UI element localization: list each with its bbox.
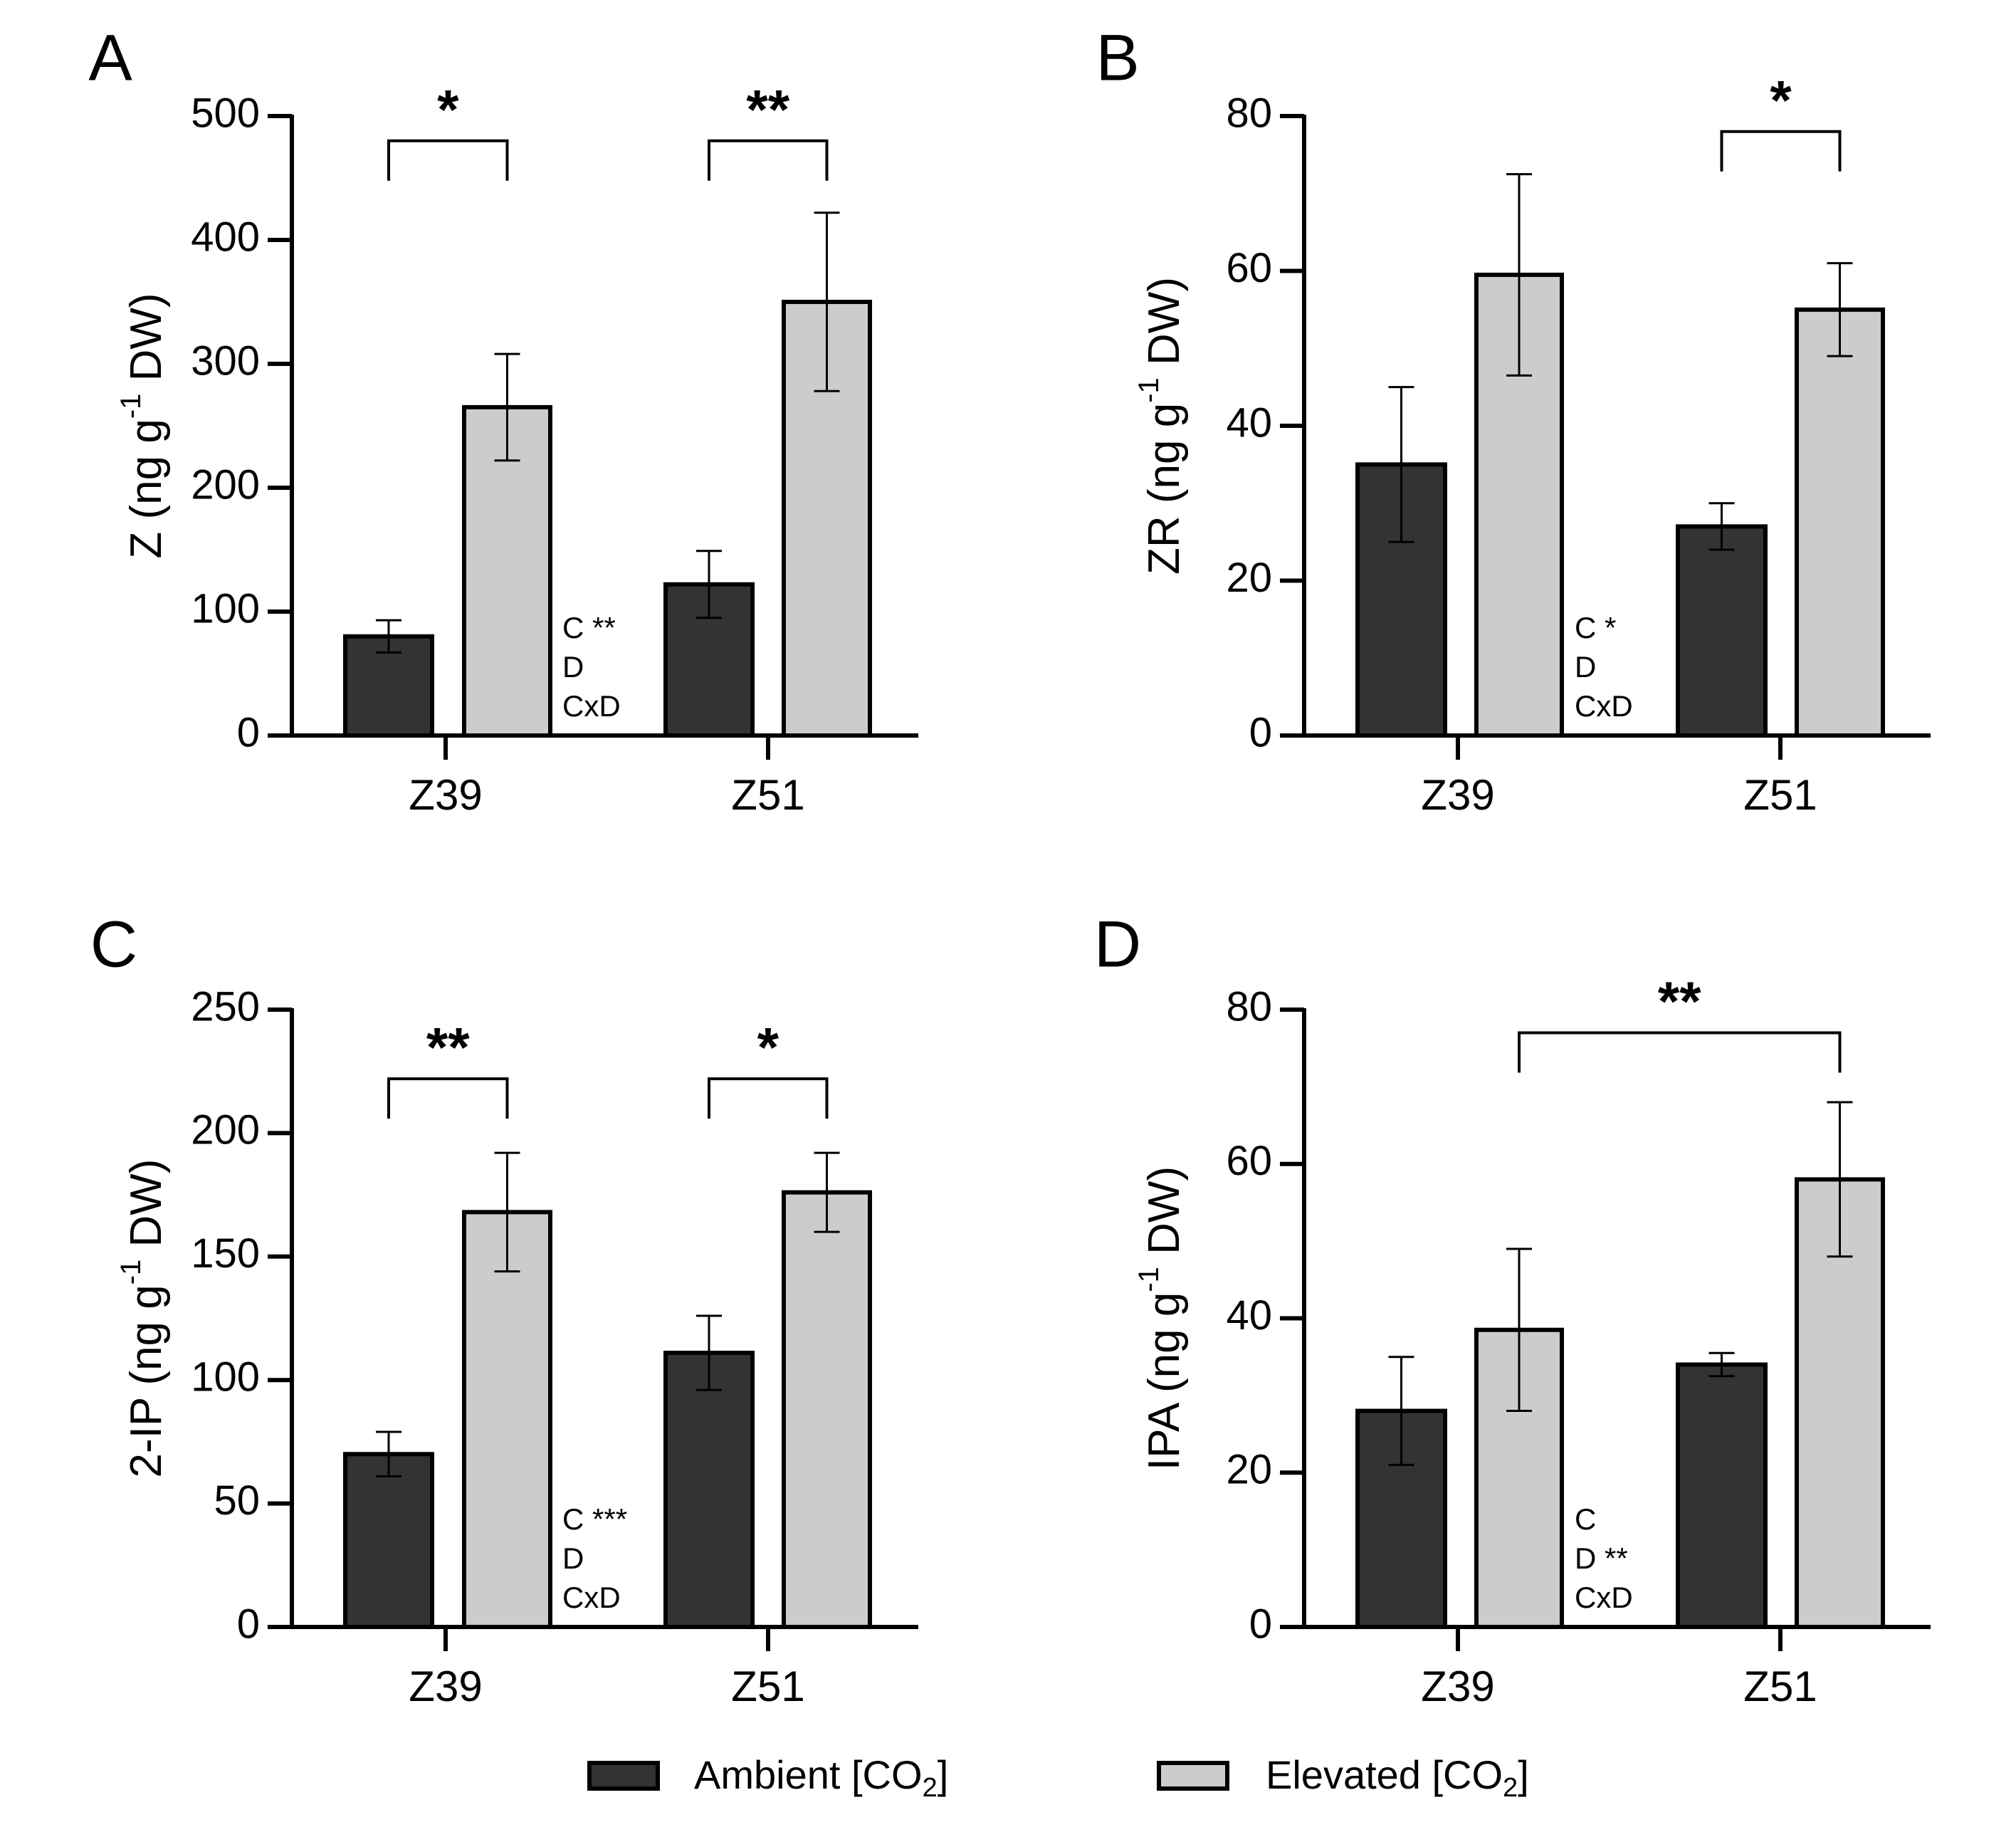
significance-bracket — [387, 1077, 509, 1119]
anova-annotation: CxD — [562, 689, 621, 723]
y-tick-label: 400 — [191, 214, 260, 260]
significance-label: ** — [426, 1016, 470, 1079]
y-tick-label: 250 — [191, 983, 260, 1030]
x-tick-label-z39: Z39 — [1421, 771, 1494, 819]
x-tick-label-z51: Z51 — [1743, 1663, 1817, 1710]
legend: Ambient [CO2] Elevated [CO2] — [587, 1752, 1529, 1803]
anova-annotation: D — [1575, 650, 1596, 684]
y-tick-label: 0 — [1249, 1601, 1272, 1647]
bar-elevated-z51 — [1795, 307, 1885, 738]
bar-ambient-z39 — [343, 1452, 434, 1629]
panel-b: B 0 20 40 60 80 ZR (ng g-1 DW) Z39 Z51 * C * D CxD — [1096, 21, 1931, 819]
significance-label: * — [757, 1016, 779, 1079]
y-axis-label: ZR (ng g-1 DW) — [1133, 277, 1190, 575]
legend-label-elevated: Elevated [CO2] — [1266, 1752, 1529, 1803]
y-tick-label: 100 — [191, 585, 260, 632]
y-tick-label: 500 — [191, 90, 260, 136]
y-tick-label: 100 — [191, 1354, 260, 1401]
y-tick-label: 50 — [214, 1477, 260, 1524]
x-tick-label-z51: Z51 — [1743, 771, 1817, 819]
anova-annotation: C * — [1575, 611, 1616, 644]
y-tick-label: 0 — [237, 709, 260, 755]
significance-bracket — [708, 1077, 829, 1119]
y-tick-label: 60 — [1226, 1138, 1272, 1184]
x-tick-label-z51: Z51 — [731, 771, 804, 819]
bar-elevated-z39 — [462, 404, 552, 738]
anova-annotation: CxD — [562, 1581, 621, 1614]
bar-elevated-z51 — [782, 1190, 872, 1629]
y-tick-label: 0 — [1249, 709, 1272, 755]
y-tick-label: 200 — [191, 461, 260, 508]
panel-d: D 0 20 40 60 80 IPA (ng g-1 DW) Z39 Z51 ** C D ** Cx… — [1094, 908, 1931, 1710]
significance-bracket — [1518, 1031, 1842, 1073]
x-tick-label-z39: Z39 — [409, 1663, 482, 1710]
significance-bracket — [387, 139, 509, 181]
panel-letter: C — [90, 908, 137, 980]
anova-annotation: D — [562, 1542, 584, 1575]
bar-ambient-z51 — [1676, 524, 1768, 738]
bar-ambient-z51 — [663, 1351, 755, 1629]
significance-label: * — [1770, 68, 1792, 131]
x-tick-label-z39: Z39 — [409, 771, 482, 819]
y-tick-label: 20 — [1226, 1447, 1272, 1493]
anova-annotation: D — [562, 650, 584, 684]
anova-annotation: CxD — [1575, 689, 1633, 723]
y-tick-label: 60 — [1226, 245, 1272, 291]
panel-letter: D — [1094, 908, 1141, 980]
legend-label-ambient: Ambient [CO2] — [694, 1752, 948, 1803]
x-tick-label-z39: Z39 — [1421, 1663, 1494, 1710]
y-tick-label: 300 — [191, 337, 260, 384]
significance-label: * — [437, 78, 459, 140]
significance-bracket — [1720, 130, 1842, 172]
significance-bracket — [708, 139, 829, 181]
legend-swatch-ambient — [587, 1761, 660, 1791]
significance-label: ** — [746, 78, 789, 140]
panel-letter: A — [88, 21, 132, 94]
anova-annotation: CxD — [1575, 1581, 1633, 1614]
legend-swatch-elevated — [1157, 1761, 1229, 1791]
y-tick-label: 150 — [191, 1230, 260, 1277]
y-tick-label: 40 — [1226, 399, 1272, 446]
y-tick-label: 20 — [1226, 555, 1272, 601]
y-tick-label: 200 — [191, 1107, 260, 1153]
x-tick-label-z51: Z51 — [731, 1663, 804, 1710]
y-axis-label: 2-IP (ng g-1 DW) — [115, 1159, 172, 1478]
y-tick-label: 80 — [1226, 90, 1272, 136]
significance-label: ** — [1658, 970, 1701, 1032]
bar-elevated-z39 — [462, 1210, 552, 1629]
y-tick-label: 80 — [1226, 983, 1272, 1030]
anova-annotation: D ** — [1575, 1542, 1628, 1575]
anova-annotation: C ** — [562, 611, 616, 644]
anova-annotation: C *** — [562, 1502, 627, 1536]
anova-annotation: C — [1575, 1502, 1596, 1536]
y-tick-label: 0 — [237, 1601, 260, 1647]
y-axis-label: IPA (ng g-1 DW) — [1133, 1166, 1190, 1470]
y-axis-label: Z (ng g-1 DW) — [115, 293, 172, 558]
panel-letter: B — [1096, 21, 1139, 94]
bar-ambient-z51 — [1676, 1362, 1768, 1630]
y-tick-label: 40 — [1226, 1292, 1272, 1339]
